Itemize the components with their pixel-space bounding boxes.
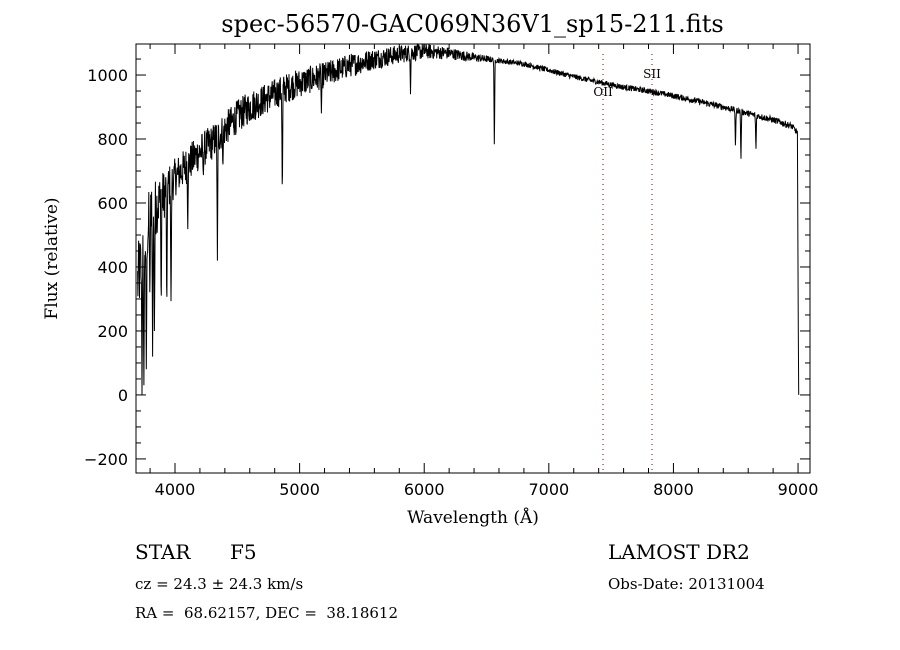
chart-title: spec-56570-GAC069N36V1_sp15-211.fits: [221, 10, 724, 38]
x-tick-label: 6000: [404, 480, 445, 499]
y-tick-label: 400: [97, 258, 128, 277]
x-tick-label: 4000: [155, 480, 196, 499]
emission-marker-label: SII: [643, 67, 661, 81]
y-tick-label: 1000: [87, 66, 128, 85]
y-axis-label: Flux (relative): [42, 197, 62, 319]
coordinates-text: RA = 68.62157, DEC = 38.18612: [135, 604, 399, 622]
x-tick-label: 5000: [279, 480, 320, 499]
y-tick-label: 800: [97, 130, 128, 149]
redshift-text: cz = 24.3 ± 24.3 km/s: [135, 575, 304, 593]
survey-label: LAMOST DR2: [608, 540, 750, 564]
y-tick-label: 200: [97, 322, 128, 341]
obs-date: Obs-Date: 20131004: [608, 575, 765, 593]
y-tick-label: 0: [118, 386, 128, 405]
emission-marker-label: OII: [593, 85, 613, 99]
x-tick-label: 7000: [528, 480, 569, 499]
plot-frame: [135, 43, 811, 474]
x-tick-label: 8000: [653, 480, 694, 499]
y-tick-label: 600: [97, 194, 128, 213]
object-subclass: F5: [230, 540, 257, 564]
x-tick-label: 9000: [778, 480, 819, 499]
x-axis-label: Wavelength (Å): [407, 507, 539, 528]
y-tick-label: −200: [84, 450, 128, 469]
spectrum-line: [137, 43, 800, 395]
object-class: STAR: [135, 540, 191, 564]
